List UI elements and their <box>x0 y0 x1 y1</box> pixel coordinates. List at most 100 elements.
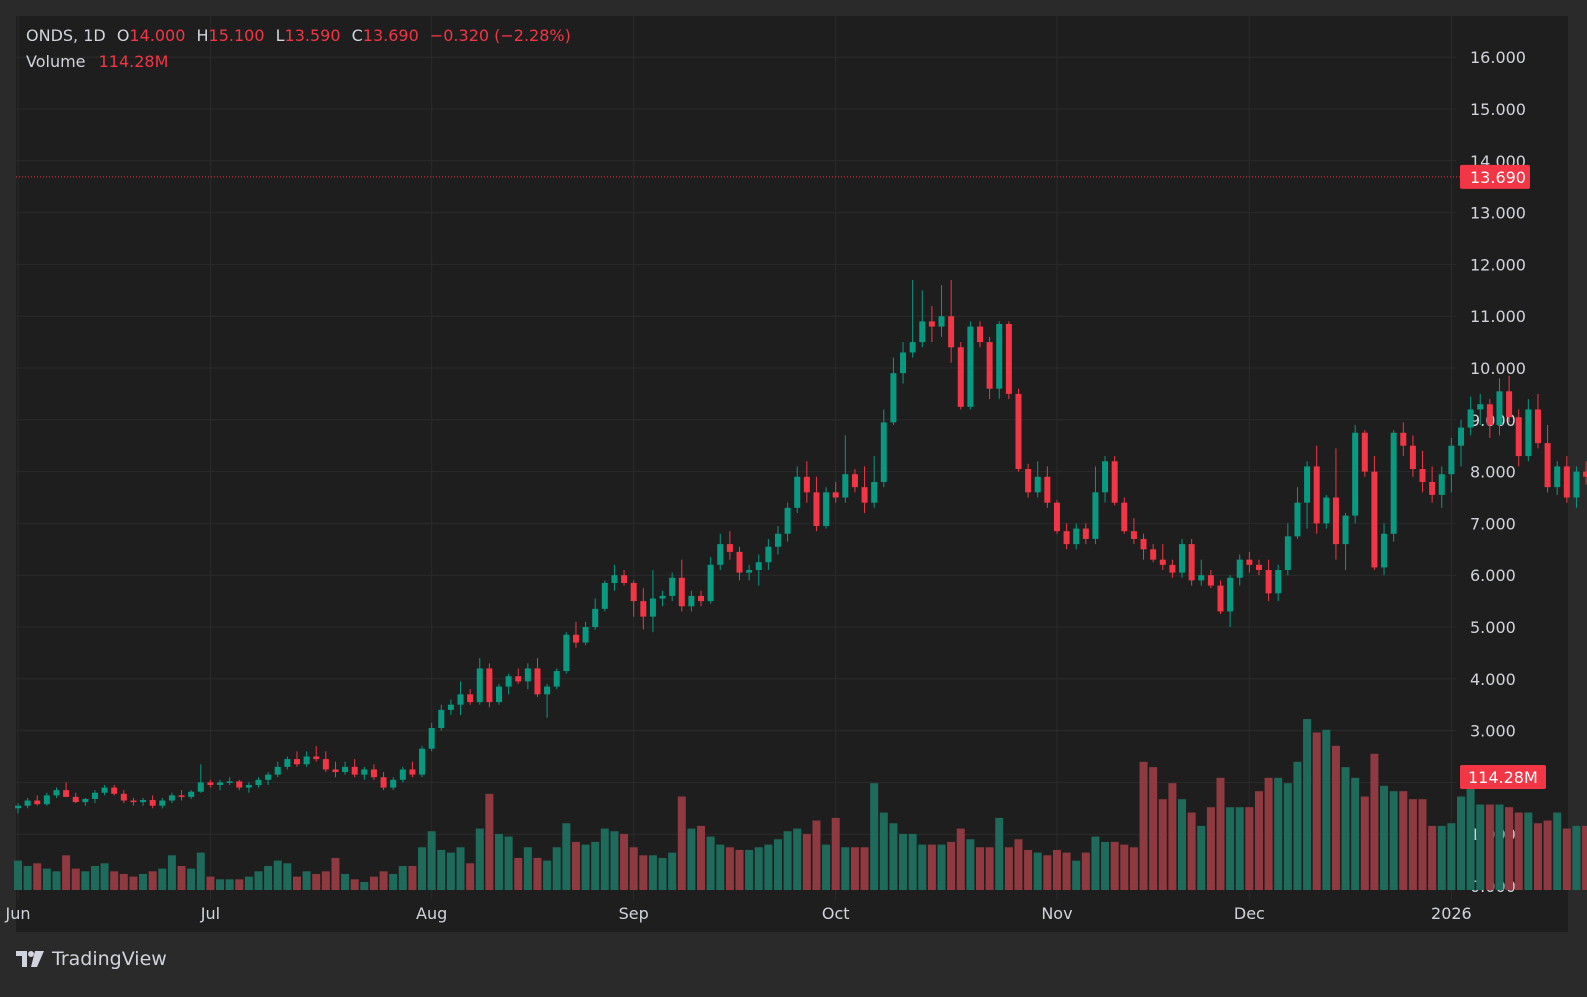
volume-bar <box>571 841 580 890</box>
volume-bar <box>148 871 157 890</box>
candle-body <box>649 598 656 617</box>
volume-bar <box>119 873 128 890</box>
volume-legend: Volume 114.28M <box>26 52 168 71</box>
volume-bar <box>1178 799 1187 890</box>
volume-bar <box>764 844 773 890</box>
volume-bar <box>716 844 725 890</box>
candle-body <box>1458 427 1464 446</box>
candle-body <box>1227 577 1234 612</box>
volume-bar <box>745 849 754 890</box>
candle-body <box>640 601 647 617</box>
candle-body <box>486 668 493 703</box>
volume-bar <box>1524 812 1533 890</box>
volume-bar <box>360 881 369 890</box>
symbol-label[interactable]: ONDS <box>26 26 74 45</box>
volume-bar <box>648 855 657 890</box>
candle-body <box>236 781 243 788</box>
volume-bar <box>235 879 244 890</box>
volume-bar <box>379 871 388 890</box>
candle-body <box>938 316 945 327</box>
volume-bar <box>292 876 301 890</box>
volume-bar <box>1245 807 1254 890</box>
volume-bar <box>1543 820 1552 890</box>
volume-bar <box>850 847 859 890</box>
time-tick-label: Sep <box>619 904 649 923</box>
volume-bar <box>1206 807 1215 890</box>
candle-body <box>1034 476 1041 493</box>
volume-label[interactable]: Volume <box>26 52 86 71</box>
price-tick-label: 11.000 <box>1470 307 1526 326</box>
volume-bar <box>822 844 831 890</box>
candle-body <box>1130 531 1137 539</box>
candle-body <box>63 790 70 797</box>
volume-bar <box>552 847 561 890</box>
volume-bar <box>523 847 532 890</box>
volume-bar <box>533 857 542 890</box>
candle-body <box>1005 323 1012 394</box>
volume-bar <box>158 868 167 890</box>
volume-bar <box>1091 836 1100 890</box>
candle-body <box>986 342 993 389</box>
volume-bar <box>244 876 253 890</box>
candle-body <box>515 676 522 682</box>
volume-bar <box>14 860 22 890</box>
volume-bar <box>389 873 398 890</box>
volume-bar <box>1476 804 1485 890</box>
volume-bar <box>620 833 629 890</box>
candle-body <box>755 562 762 571</box>
candle-body <box>563 634 570 672</box>
candle-body <box>977 326 983 343</box>
time-tick-label: Jul <box>200 904 220 923</box>
volume-bar <box>1149 767 1158 890</box>
price-tick-label: 12.000 <box>1470 255 1526 274</box>
candle-body <box>380 777 387 788</box>
volume-bar <box>1235 807 1244 890</box>
volume-bar <box>1274 777 1283 890</box>
volume-bar <box>1505 807 1514 890</box>
volume-bar <box>350 879 359 890</box>
candle-body <box>72 796 79 803</box>
volume-bar <box>427 831 436 890</box>
volume-bar <box>995 817 1004 890</box>
candle-body <box>447 704 454 710</box>
volume-bar <box>562 823 571 890</box>
candle-body <box>1361 432 1368 472</box>
candle-body <box>149 800 156 806</box>
volume-bar <box>783 831 792 890</box>
candle-body <box>928 321 935 327</box>
candle-body <box>496 686 502 703</box>
volume-bar <box>206 876 215 890</box>
candle-body <box>370 769 377 778</box>
volume-bar <box>495 833 503 890</box>
candle-body <box>717 544 724 565</box>
volume-bar <box>1062 852 1071 890</box>
volume-bar <box>543 860 552 890</box>
candle-body <box>1544 443 1551 488</box>
interval-label[interactable]: 1D <box>83 26 106 45</box>
candle-body <box>1063 531 1070 545</box>
candle-body <box>284 759 291 767</box>
volume-bar <box>1072 860 1081 890</box>
volume-bar <box>581 844 590 890</box>
candle-body <box>217 782 224 785</box>
candle-body <box>1207 575 1214 586</box>
volume-bar <box>591 841 600 890</box>
candle-body <box>659 595 666 599</box>
volume-bar <box>1043 855 1052 890</box>
tradingview-brand[interactable]: TradingView <box>16 946 167 972</box>
candle-body <box>82 798 89 803</box>
candle-body <box>842 474 849 498</box>
candle-body <box>1044 476 1051 503</box>
volume-bar <box>23 865 32 890</box>
candle-body <box>1169 564 1176 573</box>
volume-bar <box>1389 791 1398 890</box>
candle-body <box>601 582 608 609</box>
candle-body <box>524 668 531 682</box>
volume-bar <box>90 865 99 890</box>
time-tick-label: 2026 <box>1431 904 1472 923</box>
volume-bar <box>687 828 696 890</box>
volume-bar <box>283 863 292 890</box>
candle-body <box>1506 391 1513 418</box>
candle-body <box>351 766 358 775</box>
